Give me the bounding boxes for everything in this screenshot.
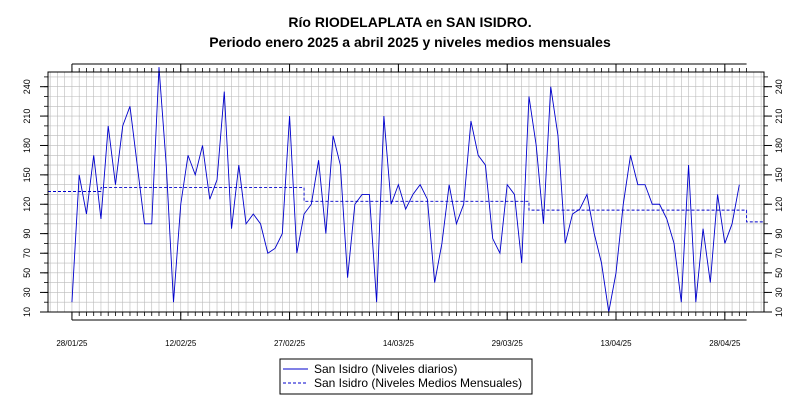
ytick-label-left: 120 — [22, 197, 32, 212]
ytick-label-left: 50 — [22, 268, 32, 278]
ytick-label-right: 240 — [774, 79, 784, 94]
xtick-label: 14/03/25 — [383, 339, 415, 348]
xtick-label: 28/01/25 — [56, 339, 88, 348]
ytick-label-right: 150 — [774, 167, 784, 182]
ytick-label-left: 30 — [22, 287, 32, 297]
chart-title-line2: Periodo enero 2025 a abril 2025 y nivele… — [209, 34, 611, 50]
ytick-label-left: 210 — [22, 109, 32, 124]
ytick-label-right: 90 — [774, 229, 784, 239]
ytick-label-left: 180 — [22, 138, 32, 153]
legend: San Isidro (Niveles diarios) San Isidro … — [279, 358, 533, 395]
series-layer — [48, 67, 764, 313]
ytick-label-left: 150 — [22, 167, 32, 182]
ytick-label-left: 240 — [22, 79, 32, 94]
xtick-label: 27/02/25 — [274, 339, 306, 348]
ytick-label-right: 30 — [774, 287, 784, 297]
legend-label-monthly: San Isidro (Niveles Medios Mensuales) — [314, 376, 522, 390]
ytick-label-right: 10 — [774, 307, 784, 317]
axes: 10 10 30 30 50 50 70 70 90 90 120 120 150 150 180 180 21… — [22, 63, 784, 348]
ytick-label-left: 10 — [22, 307, 32, 317]
plot-frame — [47, 71, 765, 313]
legend-label-daily: San Isidro (Niveles diarios) — [314, 362, 457, 376]
xtick-label: 13/04/25 — [600, 339, 632, 348]
chart-title-line1: Río RIODELAPLATA en SAN ISIDRO. — [288, 14, 531, 30]
grid — [48, 72, 764, 313]
ytick-label-left: 90 — [22, 229, 32, 239]
ytick-label-right: 180 — [774, 138, 784, 153]
series-monthly-step — [48, 187, 764, 223]
ytick-label-right: 70 — [774, 248, 784, 258]
series-daily-line — [71, 67, 740, 313]
ytick-label-right: 120 — [774, 197, 784, 212]
ytick-label-right: 210 — [774, 109, 784, 124]
xtick-label: 29/03/25 — [492, 339, 524, 348]
xtick-label: 28/04/25 — [709, 339, 741, 348]
ytick-label-right: 50 — [774, 268, 784, 278]
xtick-label: 12/02/25 — [165, 339, 197, 348]
ytick-label-left: 70 — [22, 248, 32, 258]
legend-box — [279, 358, 533, 395]
